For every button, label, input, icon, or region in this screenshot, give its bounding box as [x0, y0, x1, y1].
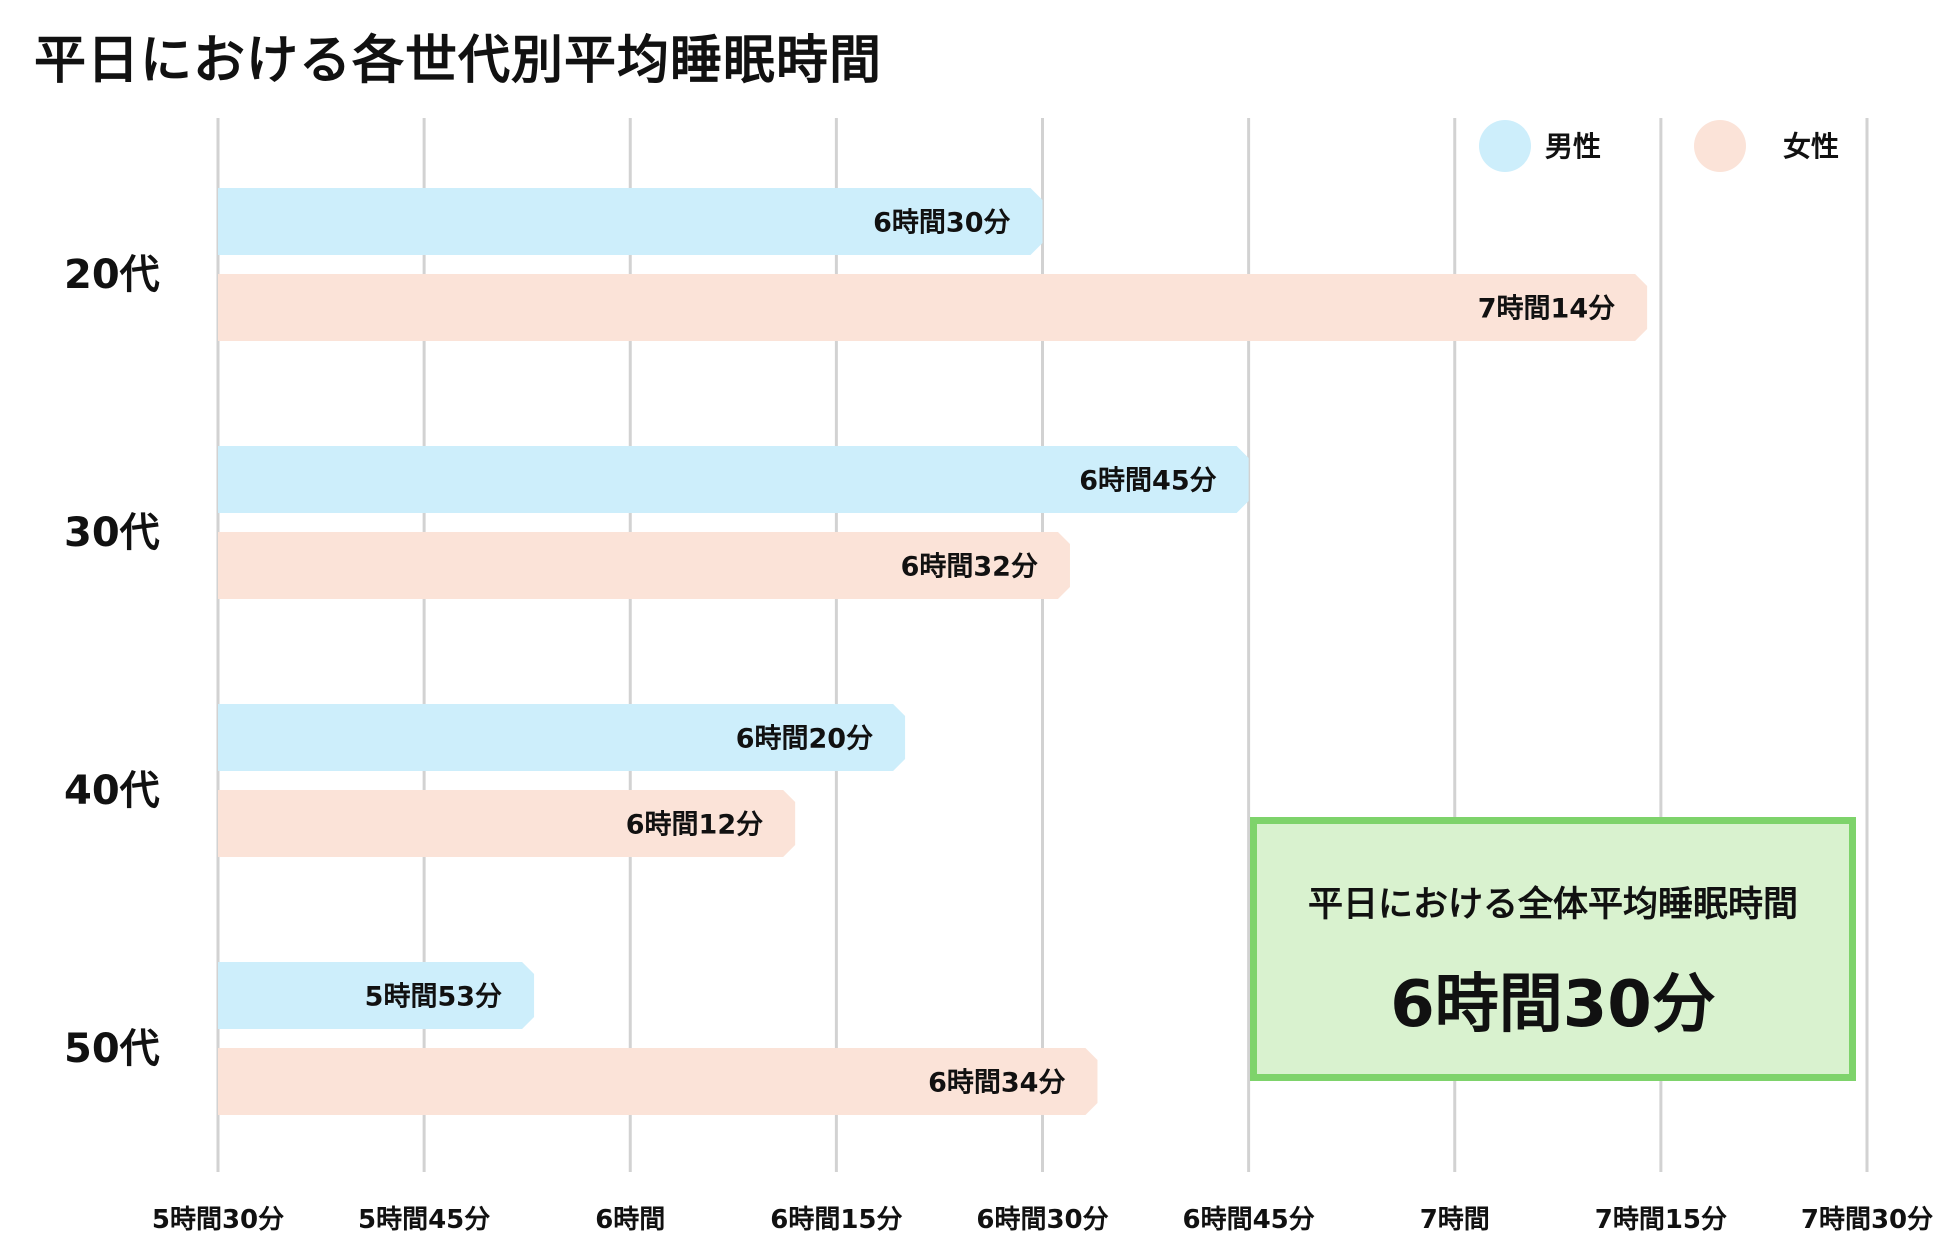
overall-average-title: 平日における全体平均睡眠時間: [1307, 885, 1798, 925]
bar-value-label: 6時間12分: [626, 810, 763, 841]
bar-male-30s: [218, 446, 1249, 513]
bar-value-label: 6時間34分: [928, 1068, 1065, 1099]
overall-average-box: 平日における全体平均睡眠時間 6時間30分: [1250, 817, 1856, 1081]
chart-title: 平日における各世代別平均睡眠時間: [34, 31, 883, 91]
bar-value-label: 7時間14分: [1478, 294, 1615, 325]
x-tick-label: 5時間30分: [152, 1205, 284, 1235]
legend: 男性 女性: [1479, 120, 1839, 172]
bar-female-30s: [218, 532, 1070, 599]
overall-average-value: 6時間30分: [1390, 968, 1716, 1042]
legend-swatch-female: [1694, 120, 1746, 172]
bar-male-50s: [218, 962, 535, 1029]
category-label: 50代: [64, 1026, 160, 1072]
category-label: 30代: [64, 510, 160, 556]
x-tick-label: 6時間45分: [1182, 1205, 1314, 1235]
bar-value-label: 6時間20分: [736, 724, 873, 755]
x-axis-tick-labels: 5時間30分 5時間45分 6時間 6時間15分 6時間30分 6時間45分 7時間 7時間1…: [152, 1205, 1933, 1235]
bar-male-40s: [218, 704, 906, 771]
legend-swatch-male: [1479, 120, 1531, 172]
category-label: 40代: [64, 768, 160, 814]
bar-female-50s: [218, 1048, 1098, 1115]
bar-male-20s: [218, 188, 1043, 255]
bar-value-label: 5時間53分: [365, 982, 502, 1013]
x-tick-label: 6時間30分: [976, 1205, 1108, 1235]
x-tick-label: 6時間15分: [770, 1205, 902, 1235]
x-tick-label: 5時間45分: [358, 1205, 490, 1235]
bars: 6時間30分 7時間14分 6時間45分 6時間32分 6時間20分 6時間12分 5時間5…: [218, 188, 1648, 1115]
bar-female-40s: [218, 790, 796, 857]
bar-value-label: 6時間32分: [901, 552, 1038, 583]
x-tick-label: 7時間30分: [1801, 1205, 1933, 1235]
bar-female-20s: [218, 274, 1648, 341]
x-tick-label: 7時間15分: [1595, 1205, 1727, 1235]
legend-label-female: 女性: [1783, 130, 1839, 163]
x-tick-label: 6時間: [595, 1205, 665, 1235]
category-label: 20代: [64, 252, 160, 298]
x-tick-label: 7時間: [1420, 1205, 1490, 1235]
y-axis-category-labels: 20代 30代 40代 50代: [64, 252, 160, 1072]
bar-value-label: 6時間45分: [1079, 466, 1216, 497]
legend-label-male: 男性: [1545, 130, 1601, 163]
bar-value-label: 6時間30分: [873, 208, 1010, 239]
